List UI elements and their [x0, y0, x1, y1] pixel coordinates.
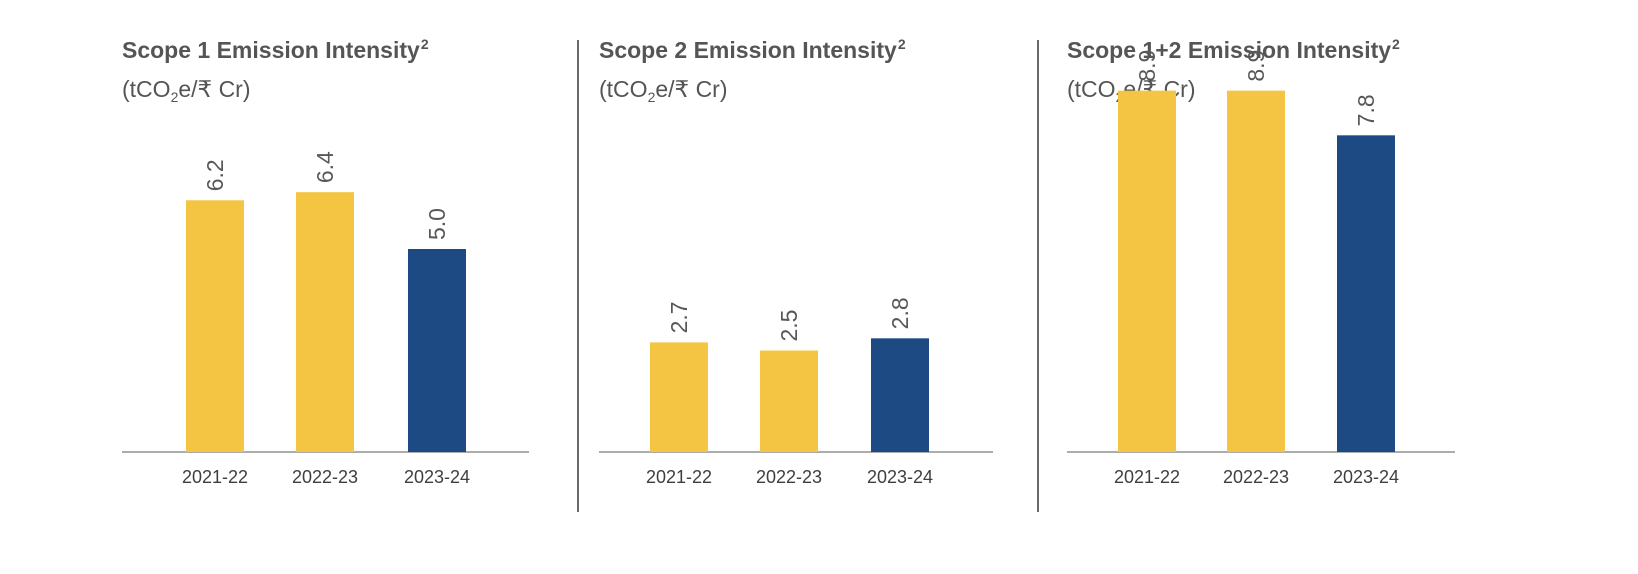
- bar-value-label: 6.4: [312, 151, 338, 183]
- x-tick-label: 2022-23: [1223, 467, 1289, 487]
- bar-2022-23: [760, 350, 818, 452]
- bar-2023-24: [871, 338, 929, 452]
- x-tick-label: 2023-24: [404, 467, 470, 487]
- bar-value-label: 8.9: [1134, 50, 1160, 82]
- bar-2023-24: [1337, 135, 1395, 452]
- bar-2022-23: [1227, 90, 1285, 452]
- x-tick-label: 2023-24: [867, 467, 933, 487]
- chart-title: Scope 1 Emission Intensity2: [122, 36, 429, 63]
- x-tick-label: 2022-23: [292, 467, 358, 487]
- chart-panel-scope1: Scope 1 Emission Intensity2 (tCO2e/₹ Cr)…: [122, 0, 542, 574]
- bar-value-label: 2.7: [666, 301, 692, 333]
- chart-unit-label: (tCO2e/₹ Cr): [122, 76, 251, 105]
- panel-divider: [577, 40, 579, 512]
- bar-2021-22: [650, 342, 708, 452]
- bar-value-label: 8.9: [1243, 50, 1269, 82]
- chart-title: Scope 2 Emission Intensity2: [599, 36, 906, 63]
- bar-value-label: 2.8: [887, 297, 913, 329]
- bar-chart-scope2: 2.7 2021-22 2.5 2022-23 2.8 2023-24: [599, 297, 993, 487]
- chart-unit-label: (tCO2e/₹ Cr): [599, 76, 728, 105]
- bar-chart-scope1-2: 8.9 2021-22 8.9 2022-23 7.8 2023-24: [1067, 50, 1455, 487]
- bar-2023-24: [408, 249, 466, 452]
- chart-panel-scope1-2: Scope 1+2 Emission Intensity2 (tCO2e/₹ C…: [1067, 0, 1467, 574]
- x-tick-label: 2021-22: [646, 467, 712, 487]
- bar-value-label: 7.8: [1353, 94, 1379, 126]
- bar-chart-scope1: 6.2 2021-22 6.4 2022-23 5.0 2023-24: [122, 151, 529, 487]
- bar-value-label: 6.2: [202, 159, 228, 191]
- panel-divider: [1037, 40, 1039, 512]
- bar-value-label: 5.0: [424, 208, 450, 240]
- bar-value-label: 2.5: [776, 310, 802, 342]
- bar-2021-22: [1118, 90, 1176, 452]
- chart-panel-scope2: Scope 2 Emission Intensity2 (tCO2e/₹ Cr)…: [599, 0, 999, 574]
- x-tick-label: 2021-22: [182, 467, 248, 487]
- bar-2022-23: [296, 192, 354, 452]
- bar-2021-22: [186, 200, 244, 452]
- chart-title: Scope 1+2 Emission Intensity2: [1067, 36, 1400, 63]
- x-tick-label: 2021-22: [1114, 467, 1180, 487]
- x-tick-label: 2022-23: [756, 467, 822, 487]
- x-tick-label: 2023-24: [1333, 467, 1399, 487]
